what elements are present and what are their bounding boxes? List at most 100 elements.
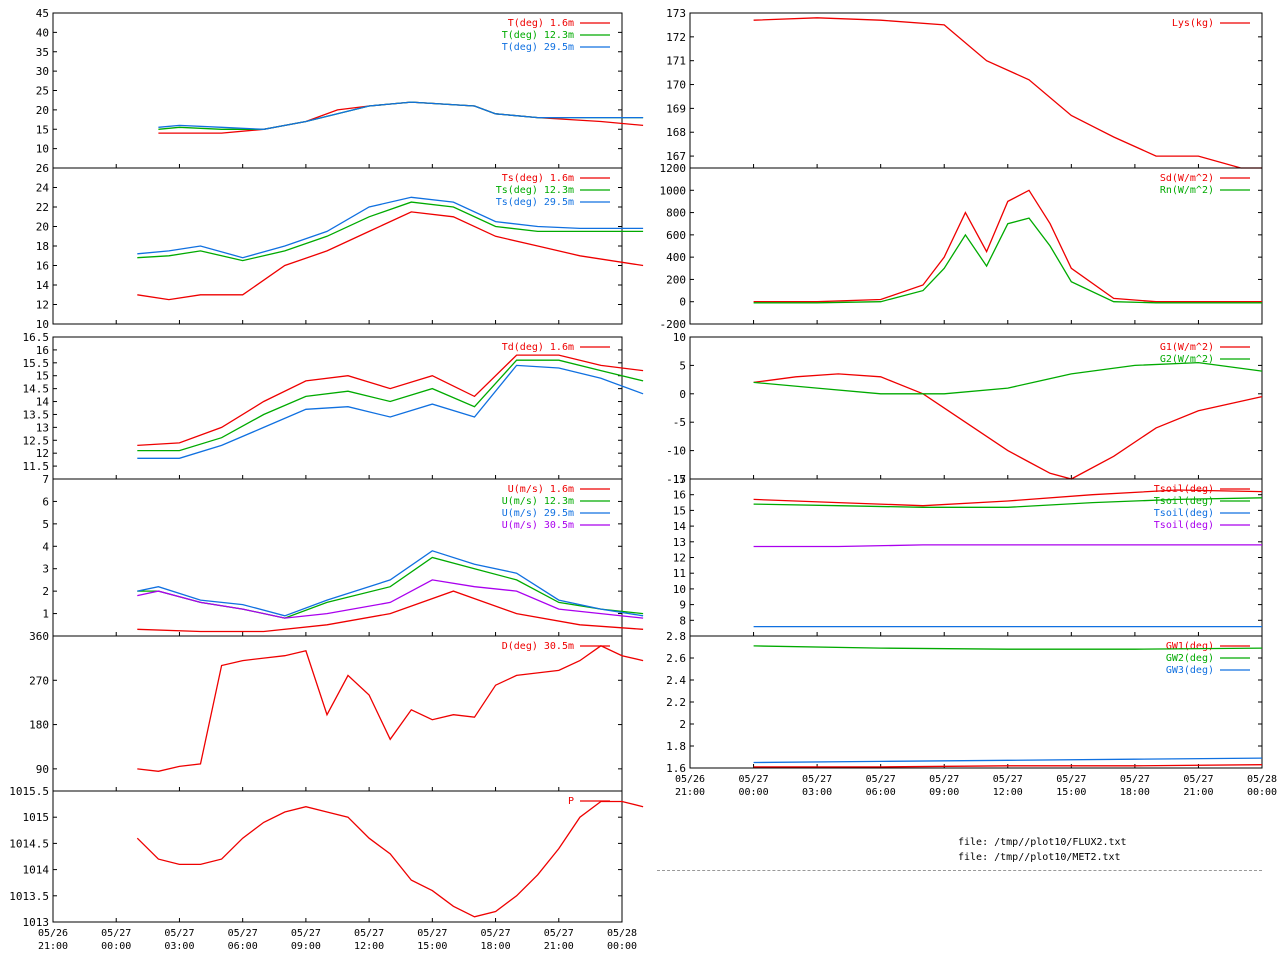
y-tick-label: 15 [36,370,49,383]
x-tick-label-time: 12:00 [993,787,1023,798]
y-tick-label: 15 [673,504,686,517]
series-line [753,544,1262,548]
x-tick-label-date: 05/27 [101,928,131,939]
x-tick-label-time: 06:00 [866,787,896,798]
x-tick-label-time: 09:00 [929,787,959,798]
x-tick-label-date: 05/27 [481,928,511,939]
series-line [753,764,1263,768]
x-tick-label-time: 00:00 [1247,787,1277,798]
y-tick-label: 13.5 [23,408,50,421]
y-tick-label: 1200 [660,162,687,175]
legend-label: Tsoil(deg) [1154,496,1214,507]
x-tick-label-date: 05/26 [38,928,68,939]
x-tick-label-time: 15:00 [417,941,447,952]
y-tick-label: 1014.5 [9,837,49,850]
y-tick-label: 45 [36,7,49,20]
y-tick-label: 0 [679,296,686,309]
chart-panel: 891011121314151617Tsoil(deg)Tsoil(deg)Ts… [673,473,1263,637]
y-tick-label: 30 [36,65,49,78]
y-tick-label: 2.8 [666,630,686,643]
y-tick-label: 2.2 [666,696,686,709]
series-line [137,196,644,259]
y-tick-label: 270 [29,674,49,687]
legend-label: T(deg) 12.3m [502,30,574,41]
y-tick-label: 6 [42,495,49,508]
series-line [137,364,644,459]
legend-label: T(deg) 29.5m [502,42,574,53]
y-tick-label: 12 [36,299,49,312]
legend-label: G2(W/m^2) [1160,354,1214,365]
y-tick-label: 173 [666,7,686,20]
y-tick-label: 9 [679,599,686,612]
y-tick-label: 1000 [660,184,687,197]
x-tick-label-time: 15:00 [1056,787,1086,798]
y-tick-label: 169 [666,102,686,115]
separator-line [657,870,1262,871]
y-tick-label: 12.5 [23,434,50,447]
x-tick-label-date: 05/27 [1183,774,1213,785]
y-tick-label: 168 [666,126,686,139]
y-tick-label: 1015.5 [9,785,49,798]
x-tick-label-time: 00:00 [101,941,131,952]
plot-frame [52,635,623,792]
legend-label: Ts(deg) 1.6m [502,173,574,184]
x-tick-label-date: 05/27 [1120,774,1150,785]
chart-panel: 1013 1013.5 1014 1014.5 1015 1015.5 P [9,785,644,929]
series-line [137,201,644,262]
series-line [753,645,1263,650]
y-tick-label: 2 [42,585,49,598]
y-tick-label: 800 [666,207,686,220]
y-tick-label: 0 [679,388,686,401]
x-tick-label-time: 03:00 [164,941,194,952]
y-tick-label: 4 [42,540,49,553]
file-name: file: /tmp//plot10/FLUX2.txt [958,837,1127,848]
y-tick-label: 16.5 [23,331,50,344]
x-tick-label-time: 06:00 [228,941,258,952]
y-tick-label: -200 [660,318,687,331]
y-tick-label: 15.5 [23,357,50,370]
x-tick-label-time: 03:00 [802,787,832,798]
y-tick-label: 3 [42,563,49,576]
legend-label: GW2(deg) [1166,653,1214,664]
y-tick-label: 16 [673,489,686,502]
x-tick-label-time: 21:00 [38,941,68,952]
x-tick-label-date: 05/27 [228,928,258,939]
y-tick-label: 170 [666,79,686,92]
y-tick-label: 172 [666,31,686,44]
legend-label: Sd(W/m^2) [1160,173,1214,184]
file-list: file: /tmp//plot10/FLUX2.txt file: /tmp/… [958,835,1127,865]
legend-label: GW1(deg) [1166,641,1214,652]
series-line [136,800,644,918]
series-line [753,361,1263,395]
y-tick-label: 13 [36,421,49,434]
y-tick-label: 2.4 [666,674,686,687]
y-tick-label: 14.5 [23,383,50,396]
series-line [158,101,644,130]
series-line [137,359,644,452]
x-tick-label-time: 21:00 [1183,787,1213,798]
chart-panel: -200 0 200 400 600 800 1000 1200 Sd(W/m^2)Rn(W/m… [660,162,1263,331]
legend-label: Lys(kg) [1172,18,1214,29]
legend-label: Ts(deg) 29.5m [496,197,574,208]
x-tick-label-date: 05/28 [607,928,637,939]
x-tick-label-date: 05/27 [929,774,959,785]
legend-label: Tsoil(deg) [1154,508,1214,519]
series-line [753,17,1262,169]
series-line [137,556,644,619]
y-tick-label: 5 [42,518,49,531]
y-tick-label: 14 [36,396,50,409]
y-tick-label: 40 [36,26,49,39]
y-tick-label: 1.6 [666,762,686,775]
chart-panel: 90 180 270 360 D(deg) 30.5m [29,630,644,792]
y-tick-label: 14 [36,279,50,292]
y-tick-label: 15 [36,123,49,136]
y-tick-label: 13 [673,536,686,549]
x-tick-label-time: 00:00 [607,941,637,952]
x-tick-label-time: 12:00 [354,941,384,952]
legend-label: U(m/s) 12.3m [502,496,574,507]
y-tick-label: 1.8 [666,740,686,753]
y-tick-label: 25 [36,85,49,98]
x-tick-label-time: 18:00 [481,941,511,952]
